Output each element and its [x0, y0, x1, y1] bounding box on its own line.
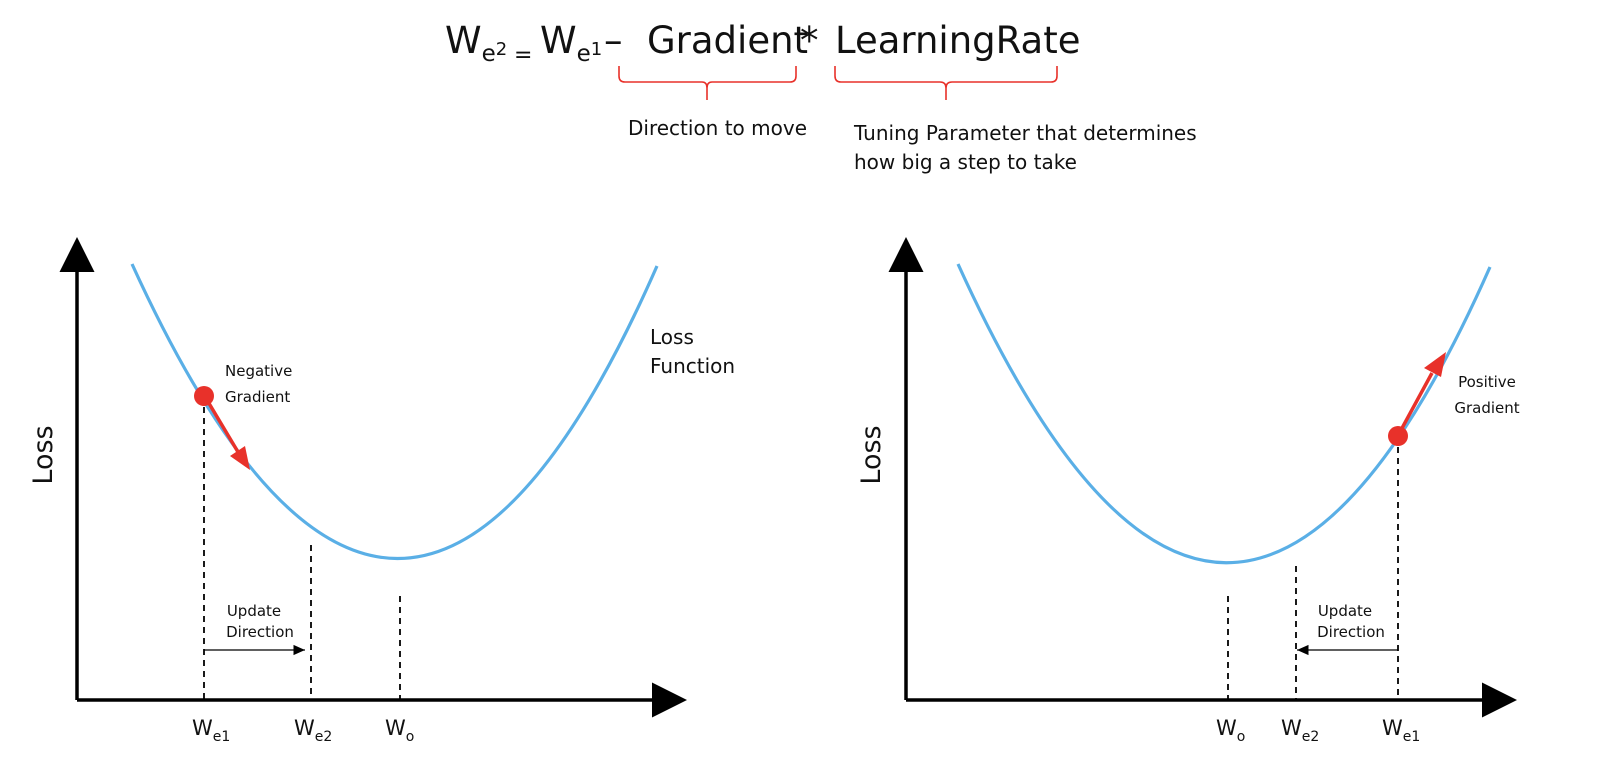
rate-brace	[834, 66, 1058, 100]
update-formula: We2 = We1 – Gradient * LearningRate	[445, 19, 1080, 68]
formula-rhs-sub: e	[577, 41, 591, 67]
rate-note-line2: how big a step to take	[854, 150, 1077, 174]
negative-gradient-label-line2: Gradient	[225, 388, 290, 406]
negative-gradient-arrow-shaft	[205, 399, 240, 453]
loss-function-label-line2: Function	[650, 354, 735, 378]
left-update-label-line2: Direction	[226, 623, 294, 641]
formula-minus: –	[604, 19, 623, 62]
svg-text:We1: We1	[540, 19, 602, 67]
formula-lhs-sup: 2	[496, 39, 507, 60]
left-panel: Loss Negative Gradient Loss Function Upd…	[28, 237, 735, 745]
loss-function-label-line1: Loss	[650, 325, 694, 349]
left-loss-curve	[130, 263, 659, 560]
positive-gradient-label-line1: Positive	[1458, 373, 1516, 391]
formula-lhs-sub: e	[482, 41, 496, 67]
left-tick-wo: Wo	[385, 716, 414, 745]
formula-multiply: *	[800, 19, 819, 62]
right-update-label-line2: Direction	[1317, 623, 1385, 641]
right-tick-we1: We1	[1382, 716, 1420, 745]
rate-note-line1: Tuning Parameter that determines	[853, 121, 1197, 145]
gradient-brace	[618, 66, 797, 100]
positive-gradient-arrowhead	[1424, 352, 1446, 377]
right-panel: Loss Positive Gradient Update Direction …	[856, 237, 1520, 745]
formula-rhs-sup: 1	[591, 39, 602, 60]
negative-gradient-label-line1: Negative	[225, 362, 292, 380]
negative-gradient-arrowhead	[230, 446, 250, 470]
formula-lhs-base: W	[445, 19, 482, 62]
right-current-point	[1388, 426, 1408, 446]
formula-rhs-base: W	[540, 19, 577, 62]
gradient-note: Direction to move	[628, 116, 807, 140]
formula-gradient-term: Gradient	[647, 19, 808, 62]
formula-rate-term: LearningRate	[835, 19, 1080, 62]
right-tick-wo: Wo	[1216, 716, 1245, 745]
positive-gradient-arrow-shaft	[1399, 372, 1434, 431]
left-y-axis-label: Loss	[28, 425, 59, 484]
left-update-label-line1: Update	[227, 602, 281, 620]
right-tick-we2: We2	[1281, 716, 1319, 745]
right-loss-curve	[956, 263, 1492, 565]
left-current-point	[194, 386, 214, 406]
right-y-axis-label: Loss	[856, 425, 887, 484]
right-update-label-line1: Update	[1318, 602, 1372, 620]
formula-equals: =	[514, 43, 532, 68]
left-tick-we1: We1	[192, 716, 230, 745]
positive-gradient-label-line2: Gradient	[1454, 399, 1519, 417]
svg-text:We2: We2	[445, 19, 507, 67]
left-tick-we2: We2	[294, 716, 332, 745]
